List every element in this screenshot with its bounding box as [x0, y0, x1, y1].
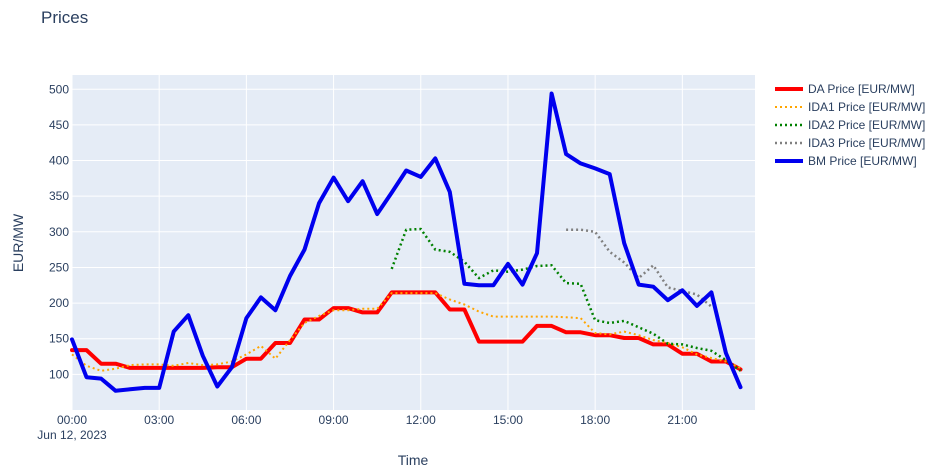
- legend-label: BM Price [EUR/MW]: [808, 154, 917, 168]
- y-tick-label: 150: [49, 332, 69, 346]
- x-tick-label: 21:00: [667, 413, 697, 427]
- legend-label: IDA2 Price [EUR/MW]: [808, 118, 925, 132]
- legend-label: IDA3 Price [EUR/MW]: [808, 136, 925, 150]
- legend-label: IDA1 Price [EUR/MW]: [808, 100, 925, 114]
- y-tick-label: 300: [49, 225, 69, 239]
- x-start-date-label: Jun 12, 2023: [37, 428, 107, 442]
- plot-background: [72, 75, 755, 410]
- x-tick-labels: 00:00 03:00 06:00 09:00 12:00 15:00 18:00 21:00: [57, 413, 698, 427]
- y-tick-label: 250: [49, 260, 69, 274]
- x-tick-label: 00:00: [57, 413, 87, 427]
- legend-item[interactable]: IDA2 Price [EUR/MW]: [775, 118, 925, 132]
- y-tick-label: 400: [49, 154, 69, 168]
- legend-item[interactable]: DA Price [EUR/MW]: [775, 82, 915, 96]
- y-axis-title: EUR/MW: [10, 213, 26, 272]
- x-tick-label: 12:00: [406, 413, 436, 427]
- legend-item[interactable]: IDA1 Price [EUR/MW]: [775, 100, 925, 114]
- chart-title: Prices: [41, 8, 89, 27]
- legend-item[interactable]: BM Price [EUR/MW]: [775, 154, 917, 168]
- legend[interactable]: DA Price [EUR/MW] IDA1 Price [EUR/MW] IDA2…: [775, 82, 925, 168]
- x-tick-label: 09:00: [319, 413, 349, 427]
- y-tick-label: 350: [49, 189, 69, 203]
- series-line-2: [71, 292, 741, 372]
- x-tick-label: 06:00: [231, 413, 261, 427]
- y-tick-label: 200: [49, 296, 69, 310]
- series-line-3: [390, 227, 742, 372]
- y-tick-label: 500: [49, 82, 69, 96]
- y-tick-label: 450: [49, 118, 69, 132]
- y-gridlines: [72, 88, 755, 375]
- y-tick-label: 100: [49, 367, 69, 381]
- x-axis-title: Time: [398, 452, 429, 468]
- x-tick-label: 15:00: [493, 413, 523, 427]
- legend-label: DA Price [EUR/MW]: [808, 82, 915, 96]
- x-tick-label: 18:00: [580, 413, 610, 427]
- x-tick-label: 03:00: [144, 413, 174, 427]
- y-tick-labels: 100 150 200 250 300 350 400 450 500: [49, 82, 69, 381]
- legend-item[interactable]: IDA3 Price [EUR/MW]: [775, 136, 925, 150]
- series-layer: [70, 91, 743, 393]
- series-line-5: [70, 91, 743, 393]
